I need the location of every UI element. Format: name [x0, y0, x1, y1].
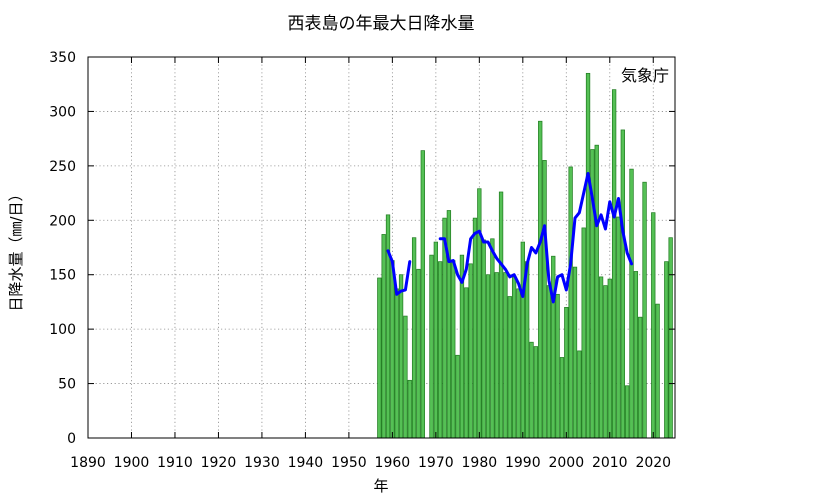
x-tick-label: 2000: [548, 455, 584, 471]
bar: [494, 272, 499, 439]
bar: [507, 296, 512, 439]
bar: [572, 266, 578, 439]
y-tick-label: 250: [49, 159, 76, 175]
y-tick-label: 100: [49, 322, 76, 338]
tick-marks: [87, 56, 675, 439]
bar: [468, 263, 473, 439]
bar: [394, 288, 399, 439]
bar: [381, 234, 386, 439]
bar: [403, 315, 408, 439]
bar: [542, 160, 547, 439]
bar: [464, 287, 469, 439]
bar: [472, 217, 478, 439]
bar: [520, 241, 525, 439]
y-axis-tick-labels: 0 50 100 150 200 250 300 350: [49, 50, 76, 447]
x-tick-label: 1920: [201, 455, 237, 471]
bar: [525, 261, 530, 439]
bar: [438, 261, 443, 439]
bar: [594, 144, 599, 439]
bar: [433, 241, 438, 439]
bar: [555, 293, 560, 439]
bar: [642, 181, 647, 439]
bar: [516, 288, 521, 439]
bar: [377, 277, 382, 439]
bar: [529, 341, 534, 439]
y-tick-label: 200: [49, 213, 76, 229]
chart-title: 西表島の年最大日降水量: [288, 14, 475, 34]
bar: [607, 278, 612, 439]
x-tick-label: 1900: [114, 455, 150, 471]
y-tick-label: 350: [49, 50, 76, 66]
bar: [655, 303, 660, 439]
x-axis-label: 年: [373, 477, 388, 495]
x-tick-label: 1970: [418, 455, 454, 471]
bar: [390, 260, 395, 439]
y-tick-label: 0: [67, 431, 76, 447]
y-tick-label: 150: [49, 268, 76, 284]
bar: [498, 191, 504, 439]
bar: [664, 261, 669, 439]
bar: [564, 307, 569, 439]
bar: [598, 276, 604, 439]
source-label: 気象庁: [621, 66, 669, 85]
bar: [668, 237, 673, 439]
bar: [568, 166, 573, 439]
x-tick-label: 1980: [462, 455, 498, 471]
bar: [581, 227, 586, 439]
bar: [551, 255, 556, 439]
bar: [538, 120, 543, 439]
bar: [620, 129, 625, 439]
bar: [416, 268, 421, 439]
series-line: [386, 171, 634, 304]
bar: [385, 214, 391, 439]
y-tick-label: 300: [49, 104, 76, 120]
bar: [398, 274, 404, 439]
x-axis-tick-labels: 1890 1900 1910 1920 1930 1940 1950 1960 1970 1980…: [70, 455, 671, 471]
x-tick-label: 2020: [635, 455, 671, 471]
bar: [420, 150, 425, 439]
bar: [485, 274, 491, 439]
y-tick-label: 50: [58, 377, 76, 393]
x-tick-label: 1940: [288, 455, 324, 471]
bar: [477, 188, 482, 439]
bar: [616, 216, 621, 439]
x-tick-label: 1950: [331, 455, 367, 471]
bar: [511, 276, 517, 439]
bar: [577, 350, 582, 439]
bar: [546, 285, 552, 439]
bar: [625, 385, 630, 439]
x-tick-label: 1990: [505, 455, 541, 471]
bar: [503, 272, 508, 439]
bar: [446, 210, 452, 439]
bar: [429, 254, 434, 439]
x-tick-label: 1910: [157, 455, 193, 471]
bar: [585, 72, 591, 439]
bar: [633, 271, 639, 439]
bar: [533, 346, 539, 439]
bar: [455, 354, 460, 439]
x-tick-label: 2010: [592, 455, 628, 471]
plot-frame: [87, 56, 676, 439]
bar: [490, 238, 495, 439]
bar: [651, 212, 656, 439]
y-axis-label: 日降水量（㎜/日）: [7, 186, 25, 311]
bar: [603, 285, 608, 439]
x-tick-label: 1930: [244, 455, 280, 471]
bar: [481, 239, 486, 439]
bar: [638, 316, 643, 439]
bar: [629, 168, 634, 439]
bar: [611, 89, 617, 439]
x-tick-label: 1890: [70, 455, 106, 471]
x-tick-label: 1960: [375, 455, 411, 471]
bar: [451, 260, 456, 439]
bar: [411, 237, 417, 439]
bar: [407, 379, 412, 439]
bar: [559, 357, 565, 439]
